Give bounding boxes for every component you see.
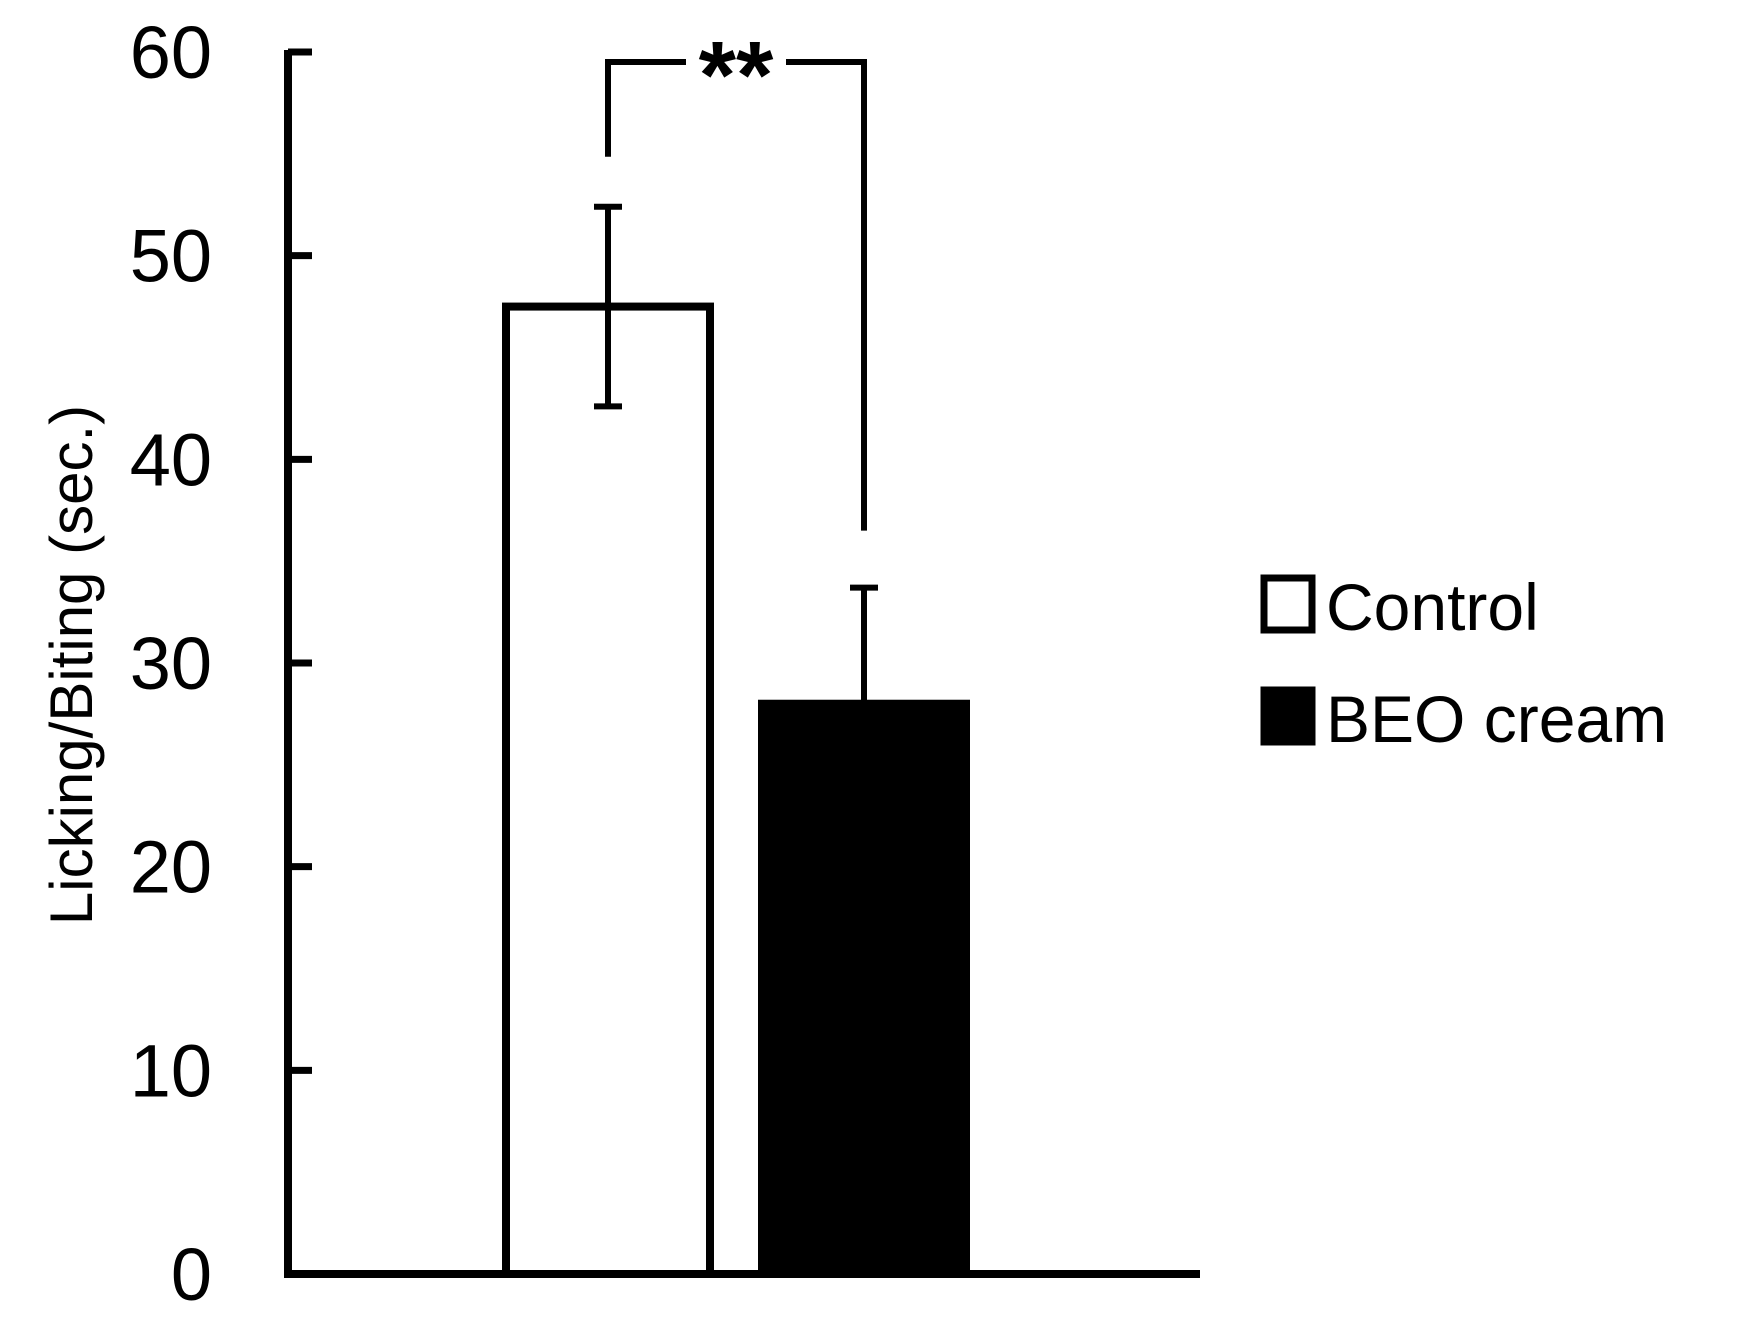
- y-tick-label: 30: [130, 622, 212, 705]
- y-tick-label: 50: [130, 215, 212, 298]
- legend-label: BEO cream: [1326, 682, 1667, 756]
- bar-beo-cream: [758, 699, 970, 1278]
- legend-label: Control: [1326, 570, 1539, 644]
- y-tick-label: 60: [130, 11, 212, 94]
- axes: [284, 50, 1200, 1278]
- significance-bracket: **: [605, 22, 867, 531]
- y-ticks: 0 10 20 30 40 50 60: [130, 11, 312, 1316]
- y-axis-label: Licking/Biting (sec.): [38, 405, 105, 925]
- y-tick-label: 20: [130, 826, 212, 909]
- significance-label: **: [699, 22, 774, 129]
- legend: Control BEO cream: [1260, 570, 1667, 756]
- bar-control: [502, 302, 714, 1279]
- legend-swatch-beo-cream: [1260, 686, 1316, 746]
- error-bars: [594, 203, 878, 704]
- bracket-left: [605, 59, 686, 157]
- bars: [502, 302, 970, 1279]
- bracket-right: [786, 59, 867, 531]
- legend-swatch-control: [1260, 574, 1316, 634]
- y-tick-label: 40: [130, 418, 212, 501]
- y-tick-label: 0: [171, 1233, 212, 1316]
- y-tick-label: 10: [130, 1029, 212, 1112]
